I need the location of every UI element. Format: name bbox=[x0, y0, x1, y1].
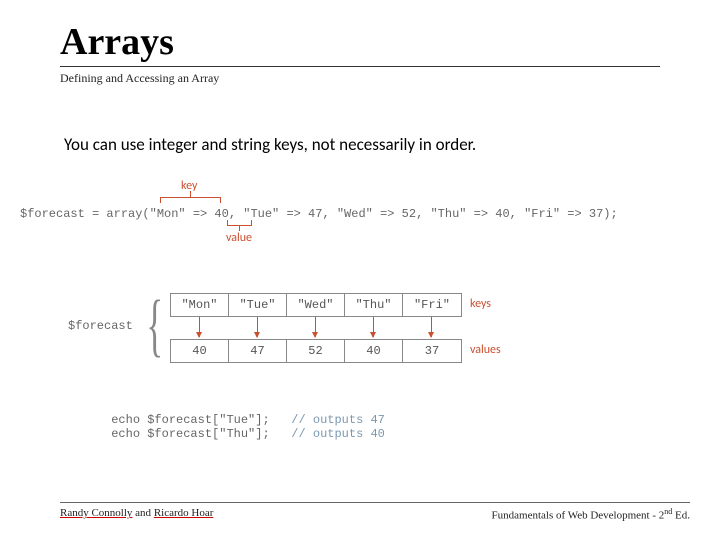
echo2-comment: // outputs 40 bbox=[270, 427, 385, 441]
title-underline bbox=[60, 66, 660, 67]
map-arrow-icon bbox=[199, 317, 200, 337]
array-key-cell: "Mon" bbox=[171, 294, 229, 316]
value-bracket-vr bbox=[251, 220, 252, 226]
echo2-code: echo $forecast["Thu"]; bbox=[111, 427, 269, 441]
array-value-cell: 52 bbox=[287, 340, 345, 362]
map-arrow-icon bbox=[257, 317, 258, 337]
array-keys-row: "Mon""Tue""Wed""Thu""Fri" bbox=[170, 293, 462, 317]
brace-icon: { bbox=[146, 291, 163, 361]
footer: Randy Connolly and Ricardo Hoar Fundamen… bbox=[60, 502, 690, 522]
map-arrow-icon bbox=[431, 317, 432, 337]
array-value-cell: 37 bbox=[403, 340, 461, 362]
key-bracket-vr bbox=[220, 197, 221, 203]
footer-right: Fundamentals of Web Development - 2nd Ed… bbox=[492, 507, 690, 522]
forecast-var-label: $forecast bbox=[68, 319, 133, 333]
values-label: values bbox=[470, 343, 501, 357]
array-value-cell: 40 bbox=[345, 340, 403, 362]
echo-line-2: echo $forecast["Thu"]; // outputs 40 bbox=[68, 413, 385, 455]
array-values-row: 4047524037 bbox=[170, 339, 462, 363]
value-annotation: value bbox=[226, 231, 252, 245]
author1: Randy Connolly bbox=[60, 507, 132, 519]
array-value-cell: 47 bbox=[229, 340, 287, 362]
diagram: key $forecast = array("Mon" => 40, "Tue"… bbox=[20, 185, 700, 445]
key-bracket-vl bbox=[160, 197, 161, 203]
keys-label: keys bbox=[470, 297, 491, 311]
footer-authors: Randy Connolly and Ricardo Hoar bbox=[60, 507, 213, 522]
array-key-cell: "Thu" bbox=[345, 294, 403, 316]
value-bracket-vl bbox=[227, 220, 228, 226]
array-value-cell: 40 bbox=[171, 340, 229, 362]
map-arrow-icon bbox=[315, 317, 316, 337]
slide-subtitle: Defining and Accessing an Array bbox=[60, 71, 660, 86]
body-text: You can use integer and string keys, not… bbox=[64, 134, 660, 155]
author2: Ricardo Hoar bbox=[154, 507, 214, 519]
array-key-cell: "Fri" bbox=[403, 294, 461, 316]
slide-title: Arrays bbox=[60, 20, 660, 64]
array-key-cell: "Tue" bbox=[229, 294, 287, 316]
array-key-cell: "Wed" bbox=[287, 294, 345, 316]
map-arrow-icon bbox=[373, 317, 374, 337]
key-bracket-h bbox=[160, 197, 220, 198]
key-bracket-stem bbox=[190, 191, 191, 197]
code-declaration: $forecast = array("Mon" => 40, "Tue" => … bbox=[20, 207, 618, 221]
